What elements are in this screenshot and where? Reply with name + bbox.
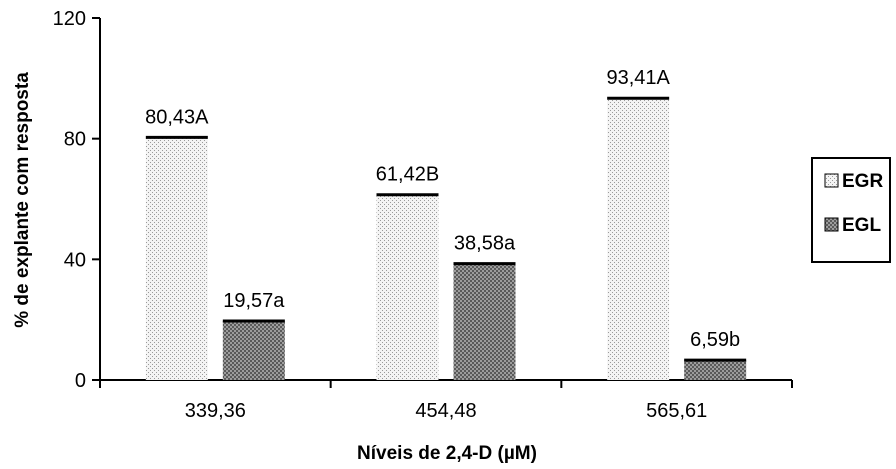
data-label: 19,57a	[223, 290, 285, 312]
legend-label-egr: EGR	[842, 171, 883, 192]
data-label: 93,41A	[606, 67, 670, 89]
data-label: 38,58a	[454, 233, 516, 255]
y-tick-label: 0	[75, 370, 86, 392]
legend-swatch-egl	[824, 217, 839, 232]
bar-egl	[453, 263, 516, 380]
y-tick-label: 120	[53, 8, 86, 30]
bar-egl	[684, 360, 747, 380]
data-label: 80,43A	[145, 106, 209, 128]
x-tick-label: 454,48	[415, 400, 476, 422]
bar-egr	[145, 137, 208, 380]
legend-swatch-egr	[824, 173, 839, 188]
bars	[145, 96, 747, 380]
x-tick-label: 339,36	[185, 400, 246, 422]
bar-egr	[607, 98, 670, 380]
x-ticks: 339,36 454,48 565,61	[99, 380, 793, 422]
data-label: 6,59b	[690, 329, 740, 351]
bar-egr	[376, 194, 439, 380]
legend: EGR EGL	[811, 157, 891, 263]
y-tick-label: 80	[64, 129, 86, 151]
y-axis-title: % de explante com resposta	[12, 72, 33, 328]
bar-egl	[222, 320, 285, 380]
data-label: 61,42B	[376, 164, 439, 186]
x-tick-label: 565,61	[646, 400, 707, 422]
y-tick-label: 40	[64, 249, 86, 271]
axes	[99, 18, 792, 381]
x-axis-title: Níveis de 2,4-D (µM)	[357, 443, 537, 464]
legend-label-egl: EGL	[842, 215, 881, 236]
data-labels: 80,43A 61,42B 93,41A 19,57a 38,58a 6,59b	[145, 67, 740, 351]
y-ticks: 0 40 80 120	[53, 8, 100, 392]
